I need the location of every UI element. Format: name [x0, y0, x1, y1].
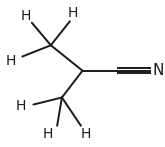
Text: H: H [81, 127, 91, 141]
Text: N: N [153, 63, 164, 78]
Text: H: H [20, 9, 31, 23]
Text: H: H [16, 99, 26, 113]
Text: H: H [68, 6, 78, 20]
Text: H: H [6, 54, 16, 68]
Text: H: H [42, 127, 53, 141]
